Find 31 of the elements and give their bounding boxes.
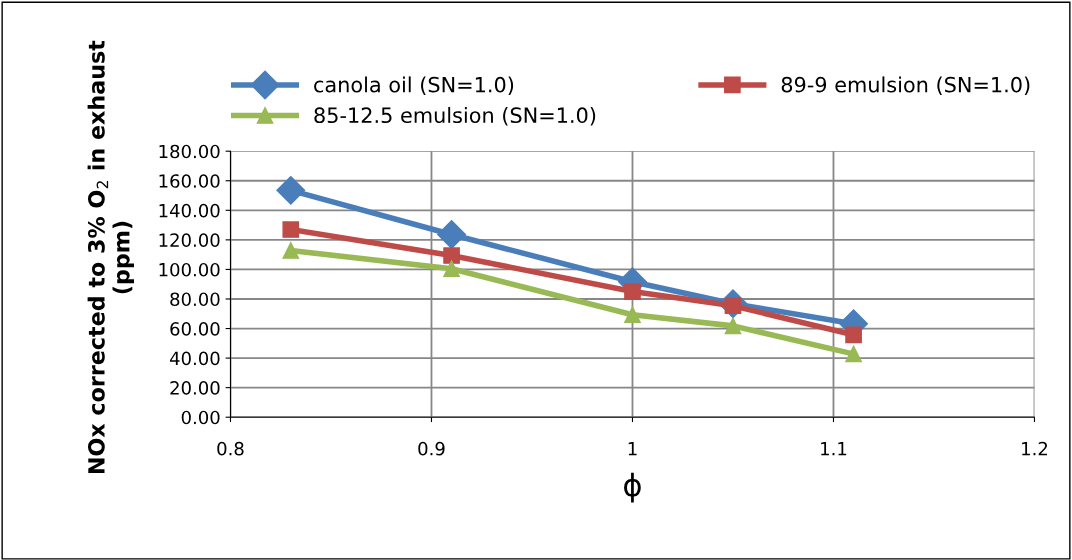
point [724, 317, 742, 335]
point [282, 242, 300, 259]
text: NOx corrected to 3% O$_{2}$ in exhaust (ppm) [87, 40, 134, 474]
point [437, 220, 467, 249]
x-tick-label: 1.1 [821, 442, 847, 456]
point [624, 306, 641, 324]
point [282, 221, 300, 238]
y-tick-label: 120.00 [159, 233, 220, 247]
legend-label: 89-9 emulsion (SN=1.0) [781, 76, 1030, 95]
point [276, 175, 306, 205]
legend-label: 85-12.5 emulsion (SN=1.0) [314, 106, 596, 126]
point [443, 260, 460, 278]
x-tick-label: 1 [628, 442, 637, 456]
x-tick-label: 0.9 [418, 441, 445, 456]
point [845, 326, 862, 344]
y-tick-label: 140.00 [159, 203, 220, 218]
y-tick-label: 0.00 [181, 410, 220, 425]
y-tick-label: 60.00 [170, 321, 220, 336]
legend-label: canola oil (SN=1.0) [314, 76, 514, 95]
point [443, 247, 460, 264]
y-tick-label: 80.00 [170, 292, 220, 307]
y-tick-label: 160.00 [159, 174, 220, 188]
y-tick-label: 20.00 [170, 381, 220, 395]
x-axis-title: ϕ [624, 472, 641, 503]
y-tick-label: 180.00 [159, 144, 220, 159]
y-tick-label: 40.00 [169, 351, 220, 366]
x-tick-label: 0.8 [217, 441, 244, 456]
y-tick-label: 100.00 [159, 262, 220, 277]
x-tick-label: 1.2 [1022, 441, 1048, 456]
point [624, 283, 641, 300]
point [845, 345, 862, 363]
